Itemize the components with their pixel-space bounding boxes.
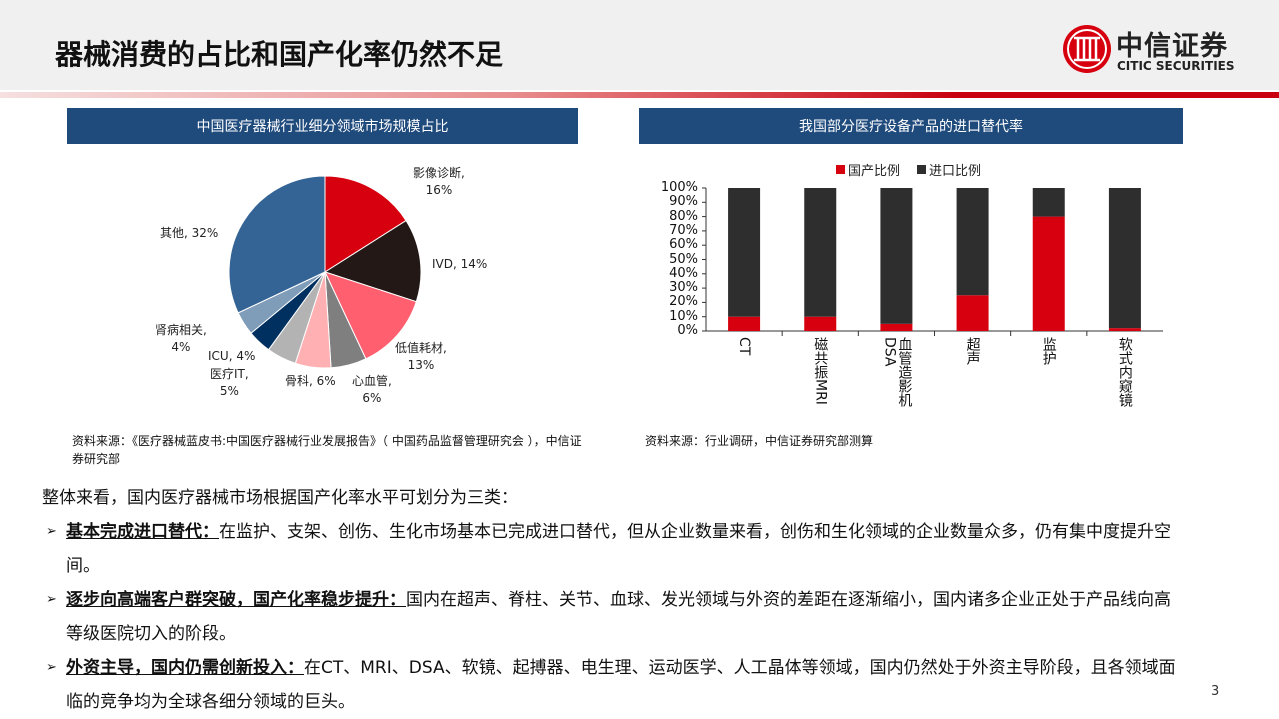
pie-label: ICU, 4%: [208, 349, 256, 363]
y-tick-label: 70%: [669, 222, 698, 238]
bullet-2: ➢ 逐步向高端客户群突破，国产化率稳步提升：国内在超声、脊柱、关节、血球、发光领域…: [46, 590, 1171, 644]
bar-domestic-4: [1032, 216, 1065, 331]
pie-chart: [228, 175, 422, 369]
bar-import-4: [1032, 188, 1065, 217]
bar-import-1: [804, 188, 837, 317]
pie-label: 低值耗材, 13%: [395, 341, 447, 372]
bullet-3: ➢ 外资主导，国内仍需创新投入：在CT、MRI、DSA、软镜、起搏器、电生理、运动…: [46, 658, 1176, 712]
pie-label: IVD, 14%: [432, 257, 488, 271]
x-tick-label: CT: [736, 337, 753, 356]
bar-domestic-2: [880, 323, 913, 331]
header-divider: [0, 92, 1279, 98]
y-tick-label: 40%: [669, 265, 698, 281]
pie-label: 其他, 32%: [160, 226, 219, 240]
x-tick-label: 磁共振MRI: [812, 337, 829, 405]
y-tick-label: 90%: [669, 194, 698, 210]
pie-slice-2: [324, 271, 417, 360]
page-number: 3: [1211, 684, 1220, 699]
bar-chart: [702, 187, 1163, 336]
pie-slice-1: [323, 219, 422, 303]
pie-slice-8: [228, 175, 326, 314]
y-tick-label: 0%: [677, 323, 698, 338]
logo-text-cn: 中信证券: [1116, 31, 1228, 62]
bullet-1: ➢ 基本完成进口替代：在监护、支架、创伤、生化市场基本已完成进口替代，但从企业数量…: [46, 522, 1171, 576]
x-tick-label: 血管造影机DSA: [881, 337, 913, 407]
bar-domestic-3: [956, 295, 989, 331]
y-tick-label: 30%: [669, 280, 698, 296]
bar-domestic-5: [1108, 328, 1141, 331]
bar-import-5: [1108, 188, 1141, 329]
logo-text-en: CITIC SECURITIES: [1117, 59, 1235, 73]
intro: 整体来看，国内医疗器械市场根据国产化率水平可划分为三类：: [42, 488, 518, 508]
y-tick-label: 50%: [669, 251, 698, 267]
y-tick-label: 20%: [669, 294, 698, 310]
right-panel-title: 我国部分医疗设备产品的进口替代率: [639, 108, 1183, 144]
legend-import: 进口比例: [917, 160, 981, 179]
x-tick-label: 超声: [964, 337, 981, 365]
y-tick-label: 100%: [660, 180, 698, 195]
left-panel-title: 中国医疗器械行业细分领域市场规模占比: [67, 108, 578, 144]
page-title: 器械消费的占比和国产化率仍然不足: [55, 38, 504, 71]
bar-domestic-0: [728, 316, 761, 331]
bar-import-3: [956, 188, 989, 296]
citic-logo-icon: [1063, 25, 1111, 73]
left-source: 资料来源：《医疗器械蓝皮书:中国医疗器械行业发展报告》（ 中国药品监督管理研究会…: [72, 434, 582, 466]
bar-import-2: [880, 188, 913, 324]
x-tick-label: 监护: [1040, 337, 1057, 365]
x-tick-label: 软式内窥镜: [1116, 337, 1133, 407]
pie-label: 骨科, 6%: [285, 374, 336, 388]
right-source: 资料来源：行业调研，中信证券研究部测算: [645, 434, 874, 448]
y-tick-label: 10%: [669, 308, 698, 324]
pie-label: 肾病相关, 4%: [155, 323, 207, 354]
y-tick-label: 80%: [669, 208, 698, 224]
legend-domestic: 国产比例: [836, 160, 900, 179]
bar-import-0: [728, 188, 761, 317]
bar-domestic-1: [804, 316, 837, 331]
pie-label: 心血管, 6%: [352, 374, 392, 405]
pie-label: 医疗IT, 5%: [210, 367, 249, 398]
body-text: 整体来看，国内医疗器械市场根据国产化率水平可划分为三类： ➢ 基本完成进口替代：在…: [42, 481, 1182, 719]
y-tick-label: 60%: [669, 237, 698, 253]
pie-slice-0: [324, 175, 407, 273]
pie-label: 影像诊断, 16%: [413, 166, 465, 197]
